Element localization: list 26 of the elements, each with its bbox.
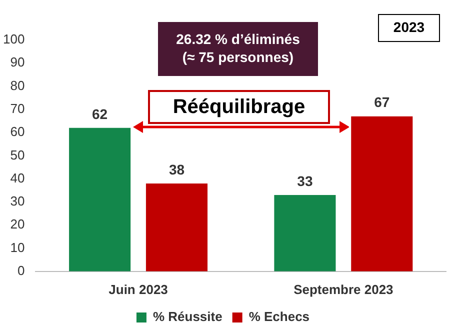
y-tick-label: 70 xyxy=(10,101,25,116)
y-tick-label: 80 xyxy=(10,78,25,93)
data-label: 33 xyxy=(297,172,313,189)
y-tick-label: 30 xyxy=(10,194,25,209)
annotation: 26.32 % d’éliminés (≈ 75 personnes) xyxy=(158,22,318,76)
bar xyxy=(69,128,131,272)
y-tick-label: 100 xyxy=(2,32,25,47)
legend-label: % Réussite xyxy=(152,309,222,324)
data-label: 62 xyxy=(92,106,108,122)
x-tick-label: Juin 2023 xyxy=(108,282,168,297)
y-tick-label: 0 xyxy=(17,262,25,278)
y-tick-label: 50 xyxy=(10,147,25,162)
bar xyxy=(274,195,336,272)
data-label: 67 xyxy=(374,94,390,110)
y-tick-label: 20 xyxy=(10,216,25,232)
y-tick-label: 40 xyxy=(10,170,25,186)
x-tick-label: Septembre 2023 xyxy=(294,282,394,297)
text: 2023 xyxy=(378,14,440,42)
y-tick-label: 60 xyxy=(10,124,25,140)
data-label: 38 xyxy=(168,161,185,178)
y-tick-label: 10 xyxy=(10,240,25,255)
bar xyxy=(146,183,208,272)
bar xyxy=(351,116,413,272)
legend-label: % Echecs xyxy=(248,309,310,324)
annotation: Rééquilibrage xyxy=(148,90,330,124)
y-tick-label: 90 xyxy=(10,54,25,70)
